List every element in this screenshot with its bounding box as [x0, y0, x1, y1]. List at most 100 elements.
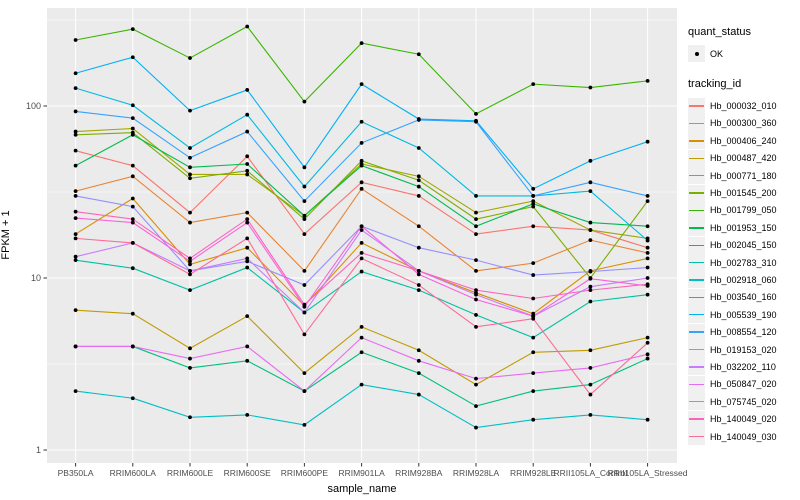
data-point: [588, 180, 593, 185]
legend-item-label: Hb_032202_110: [710, 361, 776, 372]
legend-tracking-id-items: Hb_000032_010 Hb_000300_360 Hb_000406_240 H…: [688, 97, 800, 445]
data-point: [73, 236, 78, 241]
data-point: [188, 272, 192, 277]
legend-item-Hb_000487_420: Hb_000487_420: [688, 149, 800, 167]
data-point: [474, 404, 478, 408]
data-point: [645, 256, 650, 261]
legend-item-Hb_003540_160: Hb_003540_160: [688, 288, 800, 306]
data-point: [188, 56, 192, 60]
data-point: [130, 220, 135, 225]
data-point: [474, 425, 478, 430]
ok-point-key-icon: [688, 45, 705, 63]
data-point: [245, 129, 250, 134]
data-point: [302, 389, 307, 394]
data-point: [531, 389, 536, 394]
data-point: [73, 308, 78, 313]
data-point: [130, 55, 135, 60]
x-tick-label: RRIM928LA: [453, 468, 500, 478]
line-key-icon: [688, 132, 705, 150]
data-point: [531, 82, 536, 87]
data-point: [302, 422, 307, 427]
data-point: [359, 163, 364, 168]
data-point: [531, 186, 536, 191]
data-point: [73, 216, 78, 220]
data-point: [130, 344, 135, 349]
data-point: [474, 210, 478, 215]
x-tick-label: PB350LA: [58, 468, 94, 478]
data-point: [188, 259, 192, 264]
data-point: [416, 268, 421, 273]
data-point: [359, 324, 364, 329]
legend-item-label: Hb_001799_050: [710, 205, 777, 216]
data-point: [359, 228, 364, 232]
data-point: [73, 389, 78, 394]
data-point: [245, 314, 250, 319]
legend: quant_status OK tracking_id Hb_000032_01…: [688, 26, 800, 445]
data-point: [416, 348, 421, 353]
data-point: [531, 261, 536, 266]
data-point: [302, 199, 307, 203]
y-tick-label: 100: [26, 101, 41, 111]
data-point: [130, 396, 135, 401]
data-point: [359, 250, 364, 255]
data-point: [130, 204, 135, 209]
legend-item-label: Hb_075745_020: [710, 396, 777, 407]
data-point: [188, 268, 192, 273]
data-point: [416, 174, 421, 179]
data-point: [416, 358, 421, 363]
data-point: [130, 240, 135, 245]
data-point: [416, 184, 421, 189]
data-point: [188, 155, 192, 160]
data-point: [302, 310, 307, 315]
data-point: [416, 288, 421, 293]
data-point: [245, 154, 250, 159]
data-point: [588, 189, 593, 194]
data-point: [359, 382, 364, 387]
x-tick-label: RRIM600LA: [110, 468, 157, 478]
data-point: [474, 324, 478, 329]
data-point: [645, 194, 650, 198]
data-point: [188, 210, 192, 215]
data-point: [245, 162, 250, 166]
data-point: [474, 119, 478, 124]
data-point: [474, 297, 478, 302]
data-point: [73, 209, 78, 214]
data-point: [302, 302, 307, 307]
data-point: [531, 371, 536, 375]
legend-item-Hb_000032_010: Hb_000032_010: [688, 97, 800, 115]
data-point: [302, 283, 307, 287]
data-point: [588, 228, 593, 232]
line-key-icon: [688, 201, 705, 219]
line-key-icon: [688, 149, 705, 167]
data-point: [359, 224, 364, 229]
data-point: [245, 172, 250, 177]
legend-item-label: Hb_000032_010: [710, 101, 777, 112]
data-point: [73, 71, 78, 76]
data-point: [645, 265, 650, 270]
y-tick-label: 1: [36, 445, 41, 455]
data-point: [359, 350, 364, 355]
data-point: [130, 174, 135, 179]
legend-item-label: Hb_005539_190: [710, 309, 777, 320]
data-point: [359, 119, 364, 124]
data-point: [245, 168, 250, 173]
y-axis-title: FPKM + 1: [0, 210, 12, 260]
data-point: [645, 356, 650, 361]
data-point: [531, 224, 536, 229]
legend-tracking-id-title: tracking_id: [688, 78, 742, 91]
data-point: [416, 178, 421, 183]
line-key-icon: [688, 358, 705, 376]
legend-item-label: Hb_140049_020: [710, 414, 777, 425]
legend-item-Hb_019153_020: Hb_019153_020: [688, 341, 800, 359]
data-point: [474, 232, 478, 236]
data-point: [645, 276, 650, 280]
data-point: [359, 335, 364, 340]
data-point: [130, 163, 135, 168]
x-tick-label: RRIM600LE: [167, 468, 214, 478]
legend-item-label: Hb_002045_150: [710, 240, 777, 251]
data-point: [245, 88, 250, 92]
data-point: [359, 141, 364, 145]
data-point: [188, 108, 192, 113]
y-tick-label: 10: [31, 273, 41, 283]
